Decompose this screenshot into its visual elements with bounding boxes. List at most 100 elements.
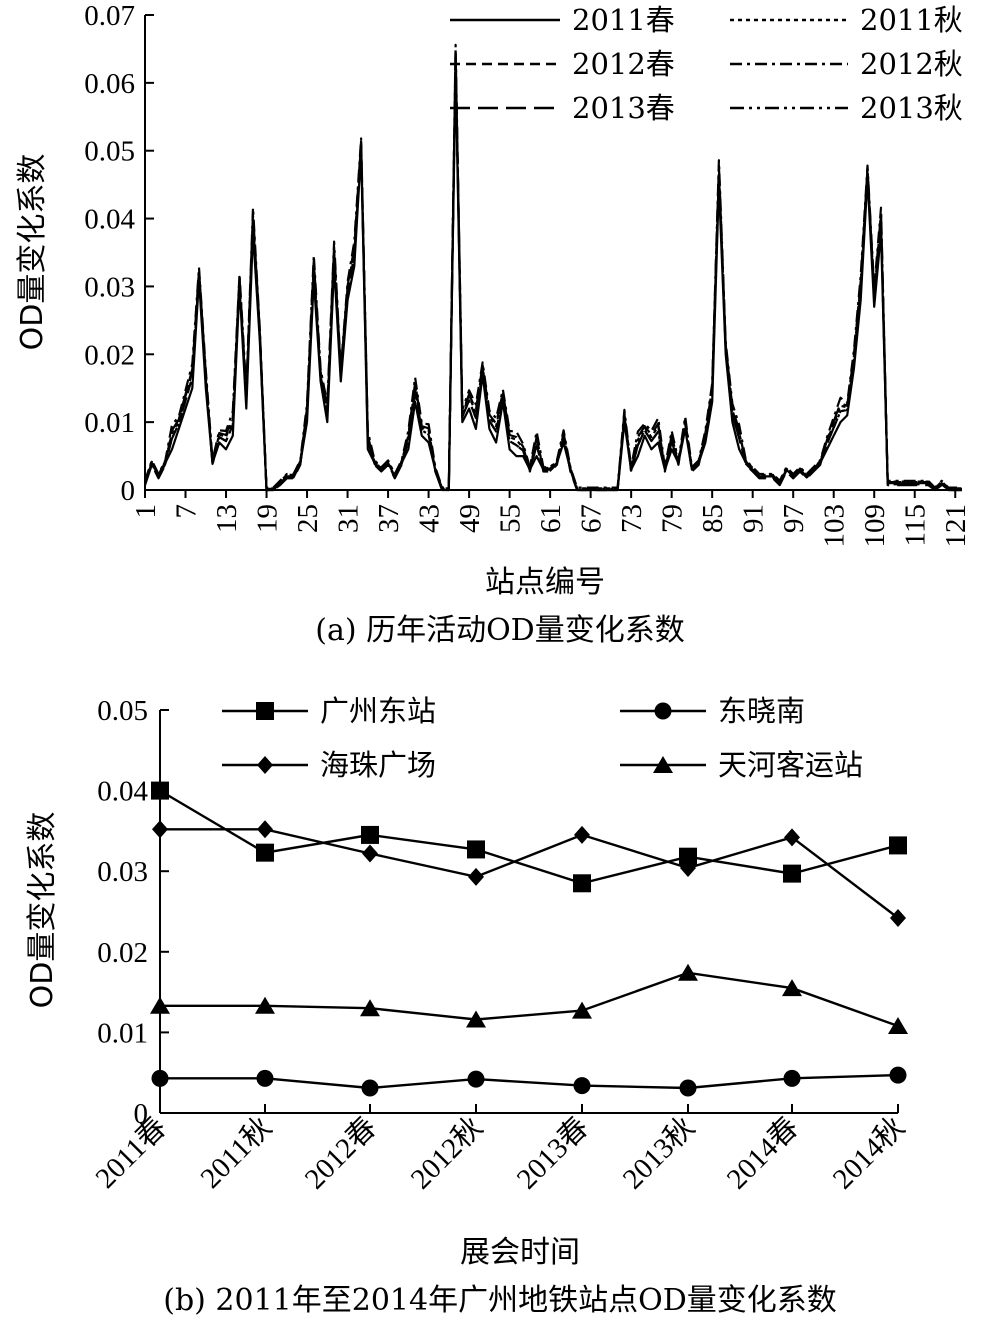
panel-a-ytick-label: 0.05: [84, 136, 135, 168]
panel-b-caption: (b) 2011年至2014年广州地铁站点OD量变化系数: [163, 1283, 837, 1318]
panel-b-legend-marker: [653, 756, 673, 773]
panel-a-ytick-label: 0.02: [84, 339, 135, 371]
panel-a-legend: 2011春 2011秋 2012春 2012秋 2013春 2013秋: [450, 3, 963, 125]
panel-a-legend-label: 2013春: [572, 91, 675, 125]
panel-b-ytick-label: 0.05: [97, 695, 148, 727]
panel-b-xtick-label: 2013秋: [616, 1111, 701, 1196]
panel-a-series-line: [143, 68, 962, 492]
panel-a-legend-label: 2012秋: [860, 47, 963, 81]
panel-a-ytick-label: 0.04: [84, 204, 135, 236]
panel-a-series-group: [143, 43, 962, 492]
panel-a-xtick-label: 49: [454, 504, 486, 533]
panel-a-xtick-label: 115: [900, 504, 932, 546]
panel-a-series-line: [143, 49, 962, 492]
panel-a-series-line: [143, 51, 962, 490]
panel-b-point: [678, 963, 698, 981]
panel-b-point: [572, 1001, 592, 1019]
panel-a-xtick-label: 61: [535, 504, 567, 533]
panel-b-point: [784, 828, 800, 847]
panel-b-legend-label: 东晓南: [718, 694, 805, 728]
panel-b-point: [573, 874, 591, 893]
panel-b-point: [467, 1070, 485, 1088]
panel-b-point: [573, 1077, 591, 1095]
panel-a: 0 0.01 0.02 0.03 0.04 0.05 0.06 0.07 1 7 13 19 25 31…: [15, 0, 972, 648]
panel-b-xtick-label: 2012秋: [404, 1111, 489, 1196]
panel-b-point: [257, 820, 273, 839]
panel-a-xtick-label: 25: [292, 504, 324, 533]
panel-b-series-line: [160, 1073, 899, 1090]
panel-b-point: [255, 996, 275, 1014]
panel-b-xtick-label: 2011春: [89, 1111, 173, 1195]
panel-b-ytick-label: 0.02: [97, 937, 148, 969]
panel-b-point: [783, 864, 801, 883]
panel-b-series-line: [160, 828, 899, 919]
panel-a-xtick-label: 1: [130, 504, 162, 519]
panel-a-xtick-label: 97: [778, 504, 810, 533]
panel-b-point: [361, 825, 379, 844]
panel-a-legend-label: 2012春: [572, 47, 675, 81]
panel-a-caption: (a) 历年活动OD量变化系数: [315, 613, 684, 648]
panel-a-legend-label: 2011秋: [860, 3, 963, 37]
panel-a-xtick-label: 79: [657, 504, 689, 533]
panel-b-xtick-label: 2011秋: [194, 1111, 278, 1195]
panel-b-point: [574, 825, 590, 844]
panel-b-legend-label: 海珠广场: [320, 748, 436, 782]
panel-b-xtick-label: 2014秋: [826, 1111, 911, 1196]
panel-b-point: [256, 1069, 274, 1087]
panel-b-xlabel: 展会时间: [460, 1235, 580, 1270]
panel-a-xtick-label: 67: [576, 504, 608, 533]
panel-a-xtick-label: 43: [414, 504, 446, 533]
panel-b-point: [256, 843, 274, 862]
panel-a-ytick-label: 0: [121, 475, 136, 507]
panel-b-point: [466, 1010, 486, 1028]
panel-b-ytick-label: 0: [134, 1098, 149, 1130]
panel-b-ytick-label: 0.04: [97, 776, 148, 808]
panel-b-legend-marker: [257, 756, 273, 774]
panel-b-xtick-label: 2012春: [298, 1111, 383, 1196]
panel-b-point: [679, 847, 697, 866]
panel-a-xtick-label: 109: [859, 504, 891, 548]
panel-b-point: [362, 844, 378, 863]
panel-b-point: [783, 1069, 801, 1087]
panel-b-point: [468, 867, 484, 886]
panel-a-xtick-label: 91: [738, 504, 770, 533]
panel-a-ytick-label: 0.03: [84, 271, 135, 303]
panel-a-legend-label: 2011春: [572, 3, 675, 37]
panel-a-ytick-label: 0.07: [84, 0, 135, 32]
panel-b-series-group: [150, 781, 908, 1097]
panel-a-xtick-label: 103: [819, 504, 851, 548]
panel-b-legend-label: 广州东站: [320, 694, 436, 728]
panel-a-xtick-label: 121: [940, 504, 972, 548]
panel-b-xtick-label: 2014春: [720, 1111, 805, 1196]
panel-a-xtick-label: 73: [616, 504, 648, 533]
panel-a-legend-label: 2013秋: [860, 91, 963, 125]
panel-b-point: [888, 1016, 908, 1034]
panel-b: 00.010.020.030.040.05 2011春 2011秋 2012春 201…: [25, 694, 911, 1318]
panel-a-xtick-label: 55: [495, 504, 527, 533]
panel-b-series-line: [159, 789, 899, 885]
panel-b-ylabel: OD量变化系数: [25, 812, 60, 1009]
panel-b-point: [679, 1079, 697, 1097]
panel-a-xtick-label: 85: [697, 504, 729, 533]
panel-b-point: [680, 858, 696, 877]
panel-a-xtick-label: 37: [373, 504, 405, 533]
panel-a-ytick-label: 0.01: [84, 407, 135, 439]
panel-a-xtick-label: 31: [333, 504, 365, 533]
panel-a-ytick-label: 0.06: [84, 68, 135, 100]
panel-b-ytick-label: 0.03: [97, 856, 148, 888]
panel-a-series-line: [143, 57, 962, 490]
panel-b-point: [782, 979, 802, 997]
panel-b-point: [890, 908, 906, 927]
panel-b-legend-marker: [654, 702, 672, 720]
panel-b-legend-marker: [256, 702, 274, 720]
panel-a-xtick-label: 13: [211, 504, 243, 533]
panel-b-point: [360, 999, 380, 1017]
panel-a-series-line: [143, 43, 962, 489]
panel-b-xtick-label: 2013春: [510, 1111, 595, 1196]
panel-a-xtick-label: 7: [171, 504, 203, 519]
panel-b-ytick-label: 0.01: [97, 1017, 148, 1049]
panel-a-xtick-label: 19: [252, 504, 284, 533]
panel-a-ylabel: OD量变化系数: [15, 154, 50, 351]
panel-b-legend-label: 天河客运站: [718, 748, 863, 782]
